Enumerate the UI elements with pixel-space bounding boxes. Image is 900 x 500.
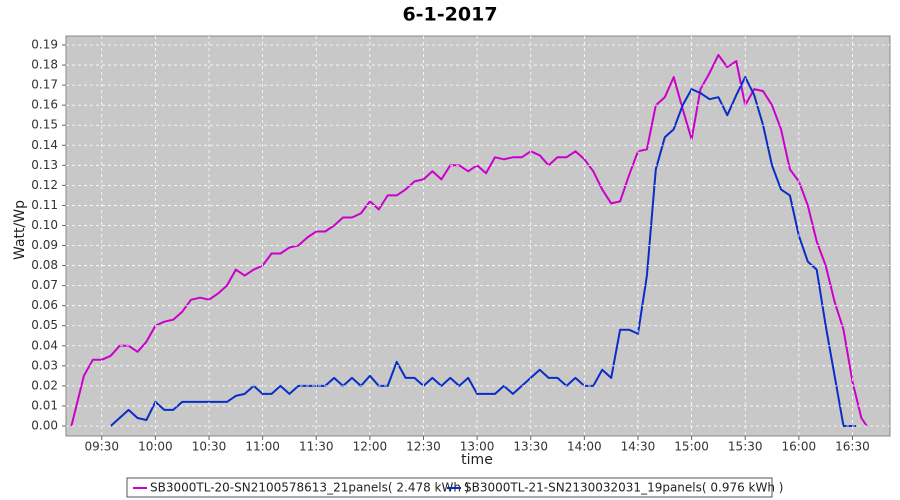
- series-group: [70, 54, 868, 427]
- y-tick-label: 0.15: [31, 118, 58, 132]
- series-line: [110, 76, 856, 427]
- y-tick-label: 0.17: [31, 78, 58, 92]
- x-tick-label: 13:00: [460, 440, 495, 454]
- x-tick-label: 11:30: [299, 440, 334, 454]
- x-tick-label: 09:30: [84, 440, 119, 454]
- legend-label: SB3000TL-21-SN2130032031_19panels( 0.976…: [464, 481, 783, 495]
- y-axis-title: Watt/Wp: [12, 200, 28, 260]
- y-tick-label: 0.00: [31, 418, 58, 432]
- y-tick-label: 0.11: [31, 198, 58, 212]
- y-tick-label: 0.18: [31, 58, 58, 72]
- x-axis-title: time: [461, 452, 493, 468]
- y-tick-label: 0.10: [31, 218, 58, 232]
- series-line: [70, 54, 868, 427]
- y-tick-label: 0.06: [31, 298, 58, 312]
- x-tick-label: 16:30: [835, 440, 870, 454]
- x-tick-label: 12:30: [406, 440, 441, 454]
- x-tick-label: 10:00: [138, 440, 173, 454]
- y-tick-label: 0.14: [31, 138, 58, 152]
- y-tick-label: 0.12: [31, 178, 58, 192]
- y-tick-label: 0.01: [31, 398, 58, 412]
- y-tick-label: 0.13: [31, 158, 58, 172]
- x-tick-label: 10:30: [192, 440, 227, 454]
- x-tick-label: 11:00: [245, 440, 280, 454]
- y-tick-label: 0.04: [31, 338, 58, 352]
- x-tick-label: 12:00: [353, 440, 388, 454]
- y-tick-label: 0.19: [31, 38, 58, 52]
- x-tick-label: 15:30: [728, 440, 763, 454]
- x-tick-label: 15:00: [674, 440, 709, 454]
- y-tick-label: 0.05: [31, 318, 58, 332]
- y-tick-label: 0.07: [31, 278, 58, 292]
- x-tick-label: 14:00: [567, 440, 602, 454]
- plot-area: [65, 35, 891, 437]
- y-tick-label: 0.09: [31, 238, 58, 252]
- y-tick-label: 0.03: [31, 358, 58, 372]
- y-tick-label: 0.16: [31, 98, 58, 112]
- y-tick-label: 0.02: [31, 378, 58, 392]
- x-tick-label: 16:00: [782, 440, 817, 454]
- x-tick-label: 13:30: [513, 440, 548, 454]
- x-tick-label: 14:30: [621, 440, 656, 454]
- chart-title: 6-1-2017: [402, 4, 497, 26]
- y-tick-label: 0.08: [31, 258, 58, 272]
- legend-label: SB3000TL-20-SN2100578613_21panels( 2.478…: [150, 481, 469, 495]
